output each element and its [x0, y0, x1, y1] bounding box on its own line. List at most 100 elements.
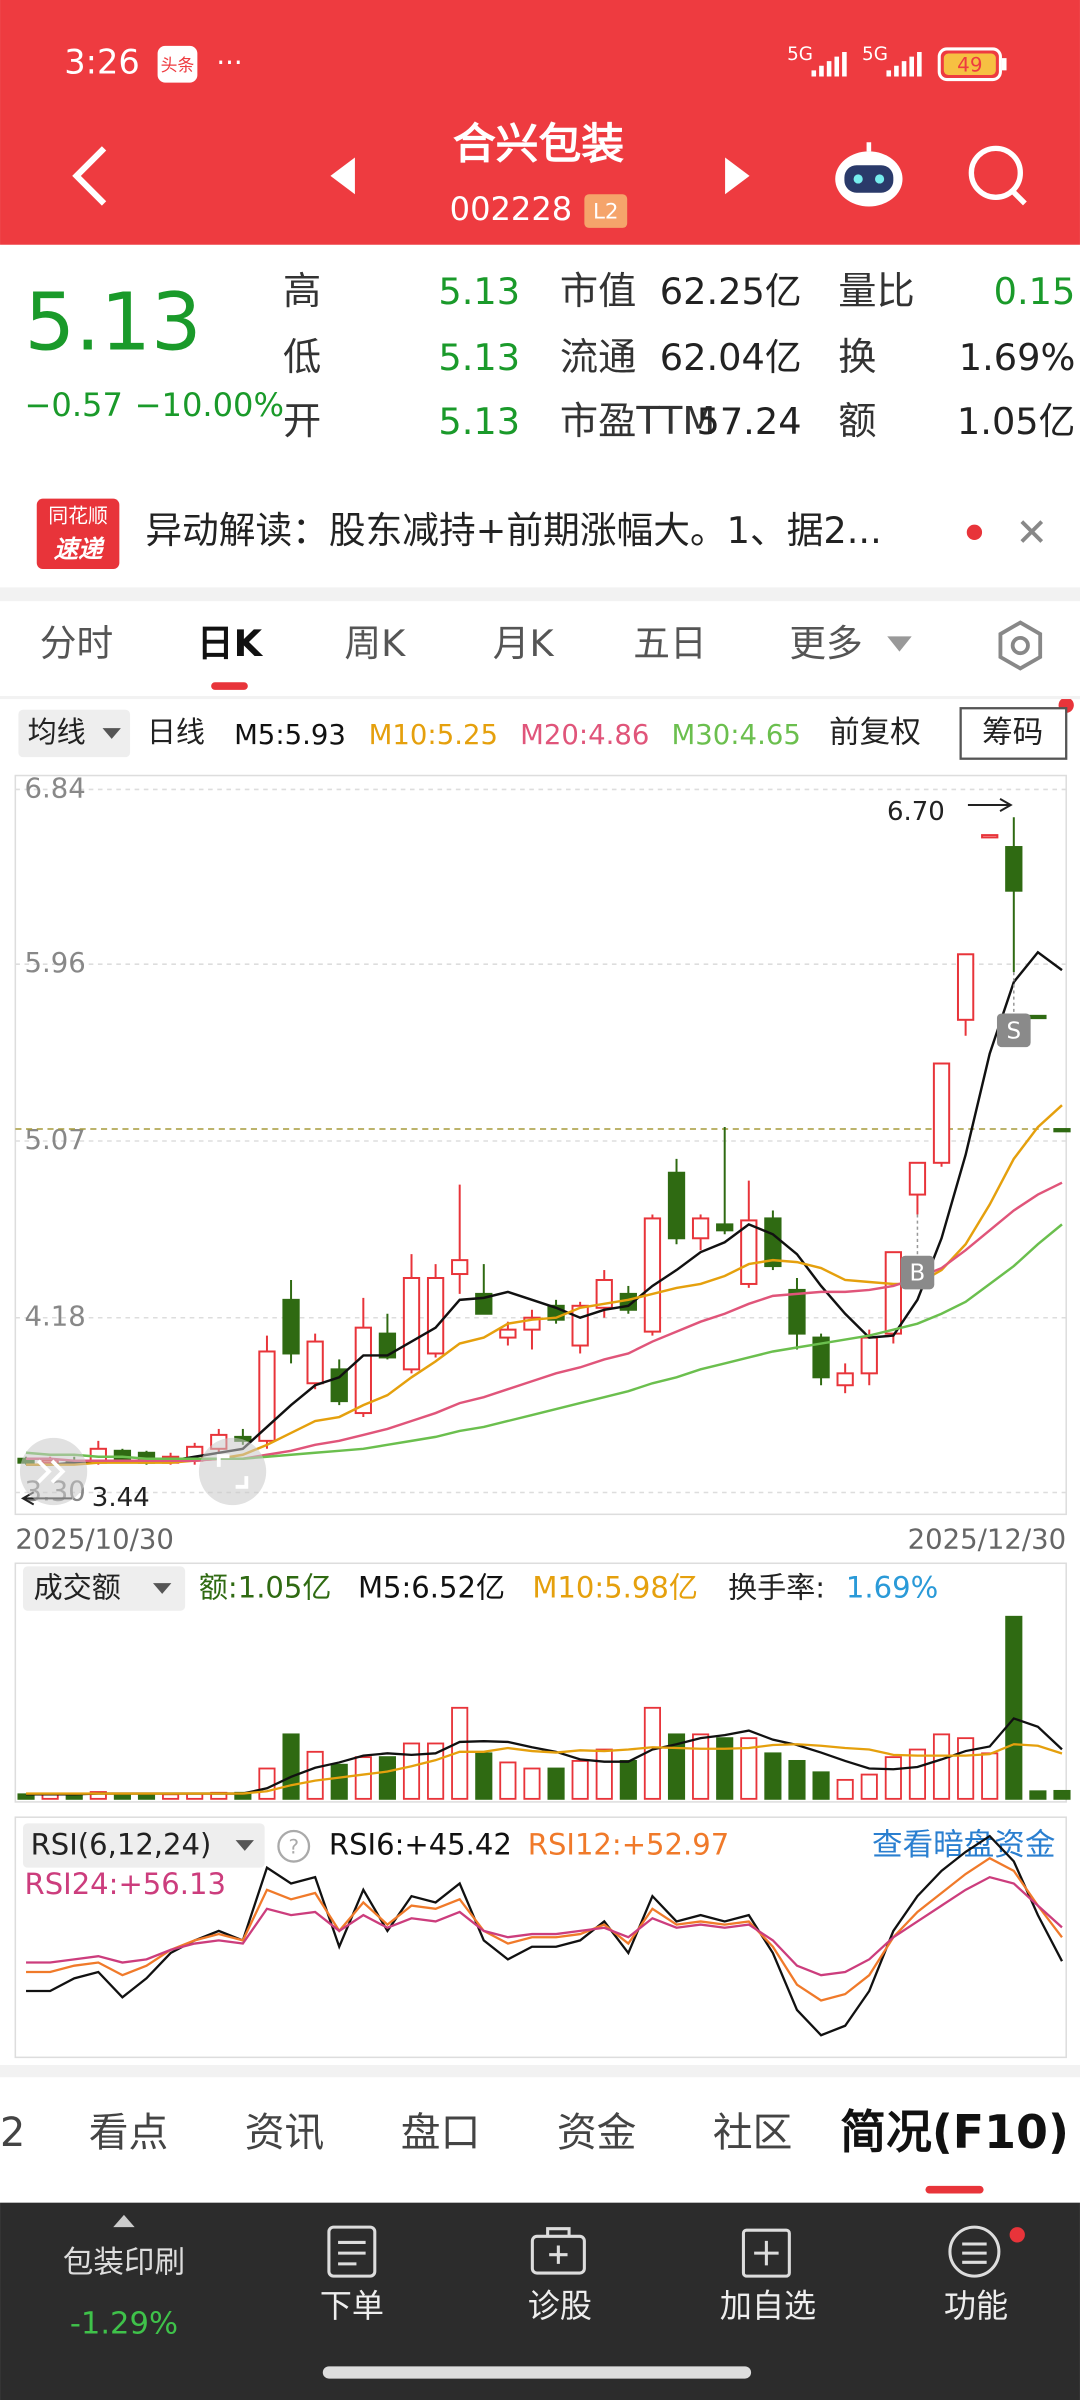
- news-bar[interactable]: [0, 477, 1080, 588]
- trade-marker[interactable]: [900, 1255, 935, 1290]
- volume-bar: [162, 1793, 180, 1800]
- candle-body: [860, 1336, 878, 1375]
- volume-bar: [932, 1733, 951, 1800]
- field-label: 额: [838, 400, 876, 444]
- period-label[interactable]: 日线: [147, 715, 205, 749]
- info-tab[interactable]: 盘口: [401, 2110, 481, 2156]
- chart-tab[interactable]: 更多: [789, 622, 862, 665]
- rsi-legend: RSI6:+45.42: [329, 1827, 512, 1861]
- sector-name[interactable]: 包装印刷: [63, 2245, 185, 2280]
- battery-level: 49: [957, 53, 982, 76]
- prev-stock[interactable]: [330, 157, 355, 195]
- next-stock[interactable]: [725, 157, 750, 195]
- field-value: 5.13: [438, 336, 520, 379]
- chart-tab[interactable]: 月K: [493, 622, 555, 665]
- y-tick-label: 4.18: [25, 1301, 86, 1333]
- chart-tab[interactable]: 周K: [344, 622, 406, 665]
- volume-bar: [908, 1748, 927, 1800]
- sector-change: -1.29%: [70, 2307, 178, 2342]
- svg-text:?: ?: [288, 1835, 299, 1858]
- more-caret: [887, 636, 912, 652]
- footer-action[interactable]: 加自选: [720, 2287, 816, 2325]
- info-tab[interactable]: 社区: [713, 2110, 793, 2156]
- candle-body: [788, 1288, 806, 1335]
- trade-marker[interactable]: [996, 1013, 1031, 1048]
- candle-body: [595, 1278, 613, 1309]
- info-tab[interactable]: 简况(F10): [840, 2105, 1069, 2159]
- adjust-label[interactable]: 前复权: [829, 716, 921, 751]
- caret: [153, 1583, 172, 1594]
- volume-bar: [884, 1756, 902, 1800]
- field-value: 1.05亿: [957, 400, 1075, 443]
- rsi-line: [26, 1856, 1063, 2002]
- y-tick-label: 5.07: [25, 1124, 86, 1156]
- zoom-button[interactable]: [198, 1437, 267, 1506]
- search-button[interactable]: [968, 145, 1027, 206]
- chips-button[interactable]: [959, 707, 1068, 760]
- volume-amount: 额:1.05亿: [199, 1570, 332, 1604]
- rsi-legend: RSI12:+52.97: [528, 1827, 729, 1861]
- last-price: 5.13: [25, 275, 202, 368]
- ma-legend: M10:5.25: [369, 719, 498, 751]
- volume-bar: [523, 1767, 541, 1800]
- footer-action[interactable]: 功能: [944, 2287, 1008, 2325]
- candle-body: [330, 1368, 348, 1403]
- dark-pool-link[interactable]: 查看暗盘资金: [872, 1828, 1055, 1863]
- volume-bar: [1029, 1790, 1047, 1800]
- field-value: 5.13: [438, 270, 520, 313]
- candle-body: [884, 1251, 902, 1335]
- signal-icon: [886, 52, 922, 77]
- volume-bar: [427, 1742, 445, 1800]
- rsi-select[interactable]: [22, 1823, 265, 1868]
- settings-button[interactable]: [998, 620, 1043, 671]
- info-tab[interactable]: 看点: [89, 2110, 169, 2156]
- expand-caret[interactable]: [113, 2214, 135, 2228]
- price-panel: [14, 774, 1067, 1516]
- field-label: 量比: [838, 270, 914, 314]
- candle-body: [740, 1219, 758, 1285]
- y-tick-label: 6.84: [25, 772, 86, 804]
- tab-indicator: [211, 682, 248, 690]
- candle-body: [981, 834, 999, 839]
- volume-bar: [981, 1752, 999, 1800]
- high-arrow: [967, 798, 1013, 812]
- volume-bar: [1005, 1615, 1023, 1800]
- info-tab[interactable]: 资金: [557, 2110, 637, 2156]
- field-label: 高: [283, 270, 321, 314]
- header-bg: [0, 0, 1080, 245]
- level-badge: L2: [593, 200, 619, 225]
- candle-body: [451, 1259, 469, 1276]
- candle-body: [426, 1277, 445, 1355]
- scroll-button[interactable]: [19, 1437, 88, 1506]
- zoom-icon: [216, 1454, 249, 1489]
- field-value: 0.15: [994, 270, 1076, 313]
- close-news[interactable]: [1020, 520, 1044, 543]
- candle-body: [306, 1340, 324, 1385]
- chart-tab[interactable]: 日K: [197, 622, 264, 665]
- footer-action[interactable]: 下单: [320, 2287, 384, 2325]
- info-tab[interactable]: 资讯: [245, 2110, 325, 2156]
- ma-select-label: 均线: [28, 715, 86, 749]
- separator: [0, 695, 1080, 700]
- low-label: 3.44: [92, 1483, 150, 1513]
- candle-body: [908, 1161, 927, 1196]
- candle-body: [571, 1304, 589, 1347]
- chart-tab[interactable]: 分时: [40, 622, 113, 665]
- volume-bar: [740, 1737, 758, 1800]
- info-tab[interactable]: 2: [0, 2110, 25, 2156]
- back-button[interactable]: [72, 146, 107, 206]
- notice-dot: [1009, 2227, 1025, 2243]
- chart-tab[interactable]: 五日: [633, 622, 706, 665]
- volume-select[interactable]: [22, 1566, 186, 1611]
- turnover-value: 1.69%: [846, 1570, 938, 1604]
- ma-select[interactable]: [18, 709, 131, 758]
- stock-name: 合兴包装: [453, 119, 624, 169]
- field-label: 开: [283, 400, 321, 444]
- help-icon[interactable]: ?: [277, 1829, 311, 1863]
- volume-bar: [113, 1793, 131, 1800]
- volume-bar: [258, 1767, 276, 1800]
- level-badge-bg: [584, 194, 628, 228]
- assistant-button[interactable]: [835, 142, 903, 207]
- volume-bar: [547, 1767, 565, 1800]
- footer-action[interactable]: 诊股: [528, 2287, 592, 2325]
